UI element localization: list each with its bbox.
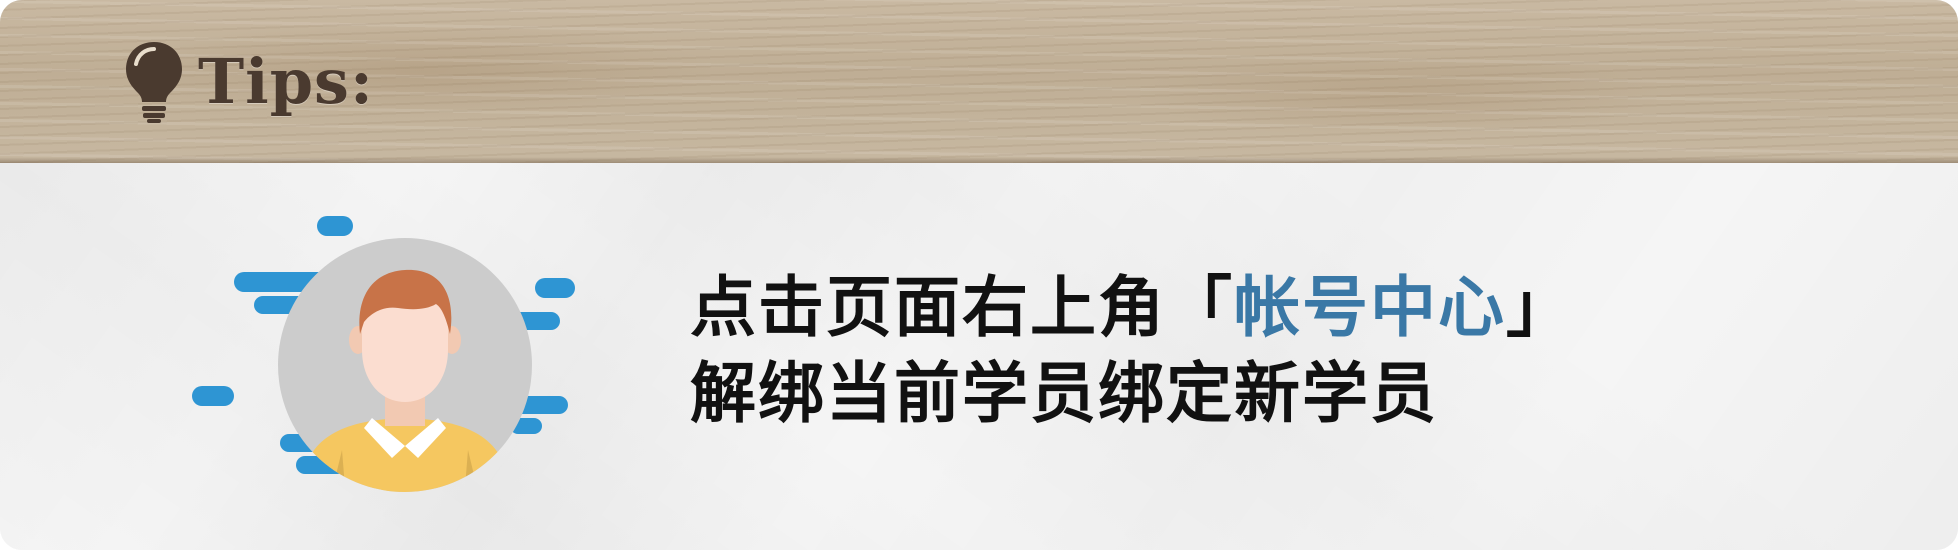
message-line-1-suffix: 」 xyxy=(1506,269,1574,346)
decor-bar xyxy=(192,386,234,406)
wood-header: Tips: xyxy=(0,0,1958,163)
tips-label: Tips: xyxy=(198,44,374,118)
user-avatar-icon xyxy=(192,216,575,492)
tips-heading: Tips: xyxy=(122,38,374,124)
message-line-1-prefix: 点击页面右上角「 xyxy=(690,269,1234,346)
tips-message: 点击页面右上角「帐号中心」 解绑当前学员绑定新学员 xyxy=(690,265,1574,437)
lightbulb-icon xyxy=(126,42,182,123)
decor-bar xyxy=(317,216,353,236)
message-line-2: 解绑当前学员绑定新学员 xyxy=(690,355,1438,432)
account-center-highlight: 帐号中心 xyxy=(1234,269,1506,346)
message-line-1: 点击页面右上角「帐号中心」 xyxy=(690,265,1574,351)
decor-bar xyxy=(535,278,575,298)
